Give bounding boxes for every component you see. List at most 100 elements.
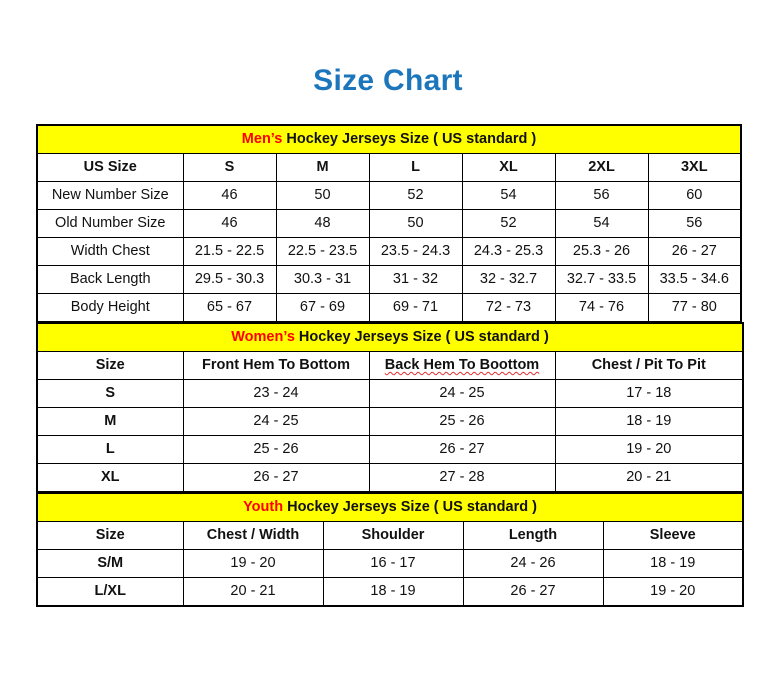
table-row: Old Number Size 46 48 50 52 54 56 [36, 209, 742, 238]
mens-cell-2-0: 21.5 - 22.5 [182, 237, 277, 266]
mens-size-table: Men’s Hockey Jerseys Size ( US standard … [36, 124, 743, 322]
youth-size-table: Youth Hockey Jerseys Size ( US standard … [36, 492, 745, 607]
womens-cell-2-1: 26 - 27 [368, 435, 556, 464]
womens-row-label-1: M [36, 407, 184, 436]
womens-col-header-2: Back Hem To Boottom [368, 351, 556, 380]
mens-cell-4-5: 77 - 80 [647, 293, 742, 322]
mens-cell-3-5: 33.5 - 34.6 [647, 265, 742, 294]
mens-col-header-3: L [368, 153, 463, 182]
mens-cell-0-4: 56 [554, 181, 649, 210]
mens-row-label-4: Body Height [36, 293, 184, 322]
mens-cell-4-0: 65 - 67 [182, 293, 277, 322]
mens-cell-2-2: 23.5 - 24.3 [368, 237, 463, 266]
mens-cell-0-3: 54 [461, 181, 556, 210]
youth-section-header-accent: Youth [243, 499, 284, 515]
table-row: Width Chest 21.5 - 22.5 22.5 - 23.5 23.5… [36, 237, 742, 266]
mens-cell-0-1: 50 [275, 181, 370, 210]
youth-cell-0-0: 19 - 20 [182, 549, 324, 578]
youth-cell-0-3: 18 - 19 [602, 549, 744, 578]
mens-cell-1-3: 52 [461, 209, 556, 238]
mens-section-header-accent: Men’s [241, 131, 283, 147]
womens-row-label-3: XL [36, 463, 184, 492]
table-row: New Number Size 46 50 52 54 56 60 [36, 181, 742, 210]
mens-row-label-2: Width Chest [36, 237, 184, 266]
table-row: S/M 19 - 20 16 - 17 24 - 26 18 - 19 [36, 549, 744, 578]
mens-col-header-5: 2XL [554, 153, 649, 182]
youth-cell-0-2: 24 - 26 [462, 549, 604, 578]
mens-cell-0-5: 60 [647, 181, 742, 210]
mens-cell-1-2: 50 [368, 209, 463, 238]
youth-cell-1-1: 18 - 19 [322, 577, 464, 607]
mens-cell-4-2: 69 - 71 [368, 293, 463, 322]
table-row: L/XL 20 - 21 18 - 19 26 - 27 19 - 20 [36, 577, 744, 607]
mens-cell-0-2: 52 [368, 181, 463, 210]
womens-cell-1-0: 24 - 25 [182, 407, 370, 436]
mens-cell-2-3: 24.3 - 25.3 [461, 237, 556, 266]
womens-cell-0-1: 24 - 25 [368, 379, 556, 408]
mens-cell-3-3: 32 - 32.7 [461, 265, 556, 294]
womens-cell-3-1: 27 - 28 [368, 463, 556, 492]
womens-col-header-3: Chest / Pit To Pit [554, 351, 744, 380]
table-row: Body Height 65 - 67 67 - 69 69 - 71 72 -… [36, 293, 742, 322]
mens-cell-1-5: 56 [647, 209, 742, 238]
table-header-row: Size Front Hem To Bottom Back Hem To Boo… [36, 351, 744, 380]
mens-col-header-0: US Size [36, 153, 184, 182]
womens-size-table: Women’s Hockey Jerseys Size ( US standar… [36, 322, 745, 492]
mens-col-header-4: XL [461, 153, 556, 182]
mens-cell-2-1: 22.5 - 23.5 [275, 237, 370, 266]
womens-section-header: Women’s Hockey Jerseys Size ( US standar… [36, 322, 744, 352]
youth-cell-1-0: 20 - 21 [182, 577, 324, 607]
table-row: M 24 - 25 25 - 26 18 - 19 [36, 407, 744, 436]
womens-cell-2-0: 25 - 26 [182, 435, 370, 464]
page-title: Size Chart [313, 64, 463, 97]
womens-cell-3-0: 26 - 27 [182, 463, 370, 492]
youth-col-header-0: Size [36, 521, 184, 550]
youth-section-header-rest: Hockey Jerseys Size ( US standard ) [283, 499, 537, 515]
youth-col-header-4: Sleeve [602, 521, 744, 550]
womens-col-header-0: Size [36, 351, 184, 380]
womens-section-header-rest: Hockey Jerseys Size ( US standard ) [294, 329, 549, 345]
womens-row-label-2: L [36, 435, 184, 464]
table-section-header-row: Youth Hockey Jerseys Size ( US standard … [36, 492, 744, 522]
womens-cell-1-2: 18 - 19 [554, 407, 744, 436]
womens-section-header-accent: Women’s [231, 329, 295, 345]
mens-cell-3-2: 31 - 32 [368, 265, 463, 294]
womens-row-label-0: S [36, 379, 184, 408]
womens-cell-0-0: 23 - 24 [182, 379, 370, 408]
womens-col-header-2-text: Back Hem To Boottom [384, 357, 540, 373]
youth-cell-1-2: 26 - 27 [462, 577, 604, 607]
mens-cell-4-3: 72 - 73 [461, 293, 556, 322]
mens-cell-2-4: 25.3 - 26 [554, 237, 649, 266]
youth-row-label-1: L/XL [36, 577, 184, 607]
mens-section-header: Men’s Hockey Jerseys Size ( US standard … [36, 124, 742, 154]
table-section-header-row: Men’s Hockey Jerseys Size ( US standard … [36, 124, 742, 154]
mens-col-header-1: S [182, 153, 277, 182]
youth-section-header: Youth Hockey Jerseys Size ( US standard … [36, 492, 744, 522]
womens-cell-0-2: 17 - 18 [554, 379, 744, 408]
table-row: L 25 - 26 26 - 27 19 - 20 [36, 435, 744, 464]
womens-cell-3-2: 20 - 21 [554, 463, 744, 492]
mens-row-label-3: Back Length [36, 265, 184, 294]
womens-col-header-1: Front Hem To Bottom [182, 351, 370, 380]
mens-cell-1-0: 46 [182, 209, 277, 238]
table-row: S 23 - 24 24 - 25 17 - 18 [36, 379, 744, 408]
table-section-header-row: Women’s Hockey Jerseys Size ( US standar… [36, 322, 744, 352]
youth-col-header-2: Shoulder [322, 521, 464, 550]
mens-row-label-0: New Number Size [36, 181, 184, 210]
youth-row-label-0: S/M [36, 549, 184, 578]
mens-cell-4-1: 67 - 69 [275, 293, 370, 322]
table-row: XL 26 - 27 27 - 28 20 - 21 [36, 463, 744, 492]
mens-cell-3-4: 32.7 - 33.5 [554, 265, 649, 294]
mens-row-label-1: Old Number Size [36, 209, 184, 238]
womens-cell-1-1: 25 - 26 [368, 407, 556, 436]
youth-col-header-3: Length [462, 521, 604, 550]
womens-cell-2-2: 19 - 20 [554, 435, 744, 464]
youth-cell-0-1: 16 - 17 [322, 549, 464, 578]
mens-col-header-6: 3XL [647, 153, 742, 182]
table-header-row: US Size S M L XL 2XL 3XL [36, 153, 742, 182]
mens-cell-3-0: 29.5 - 30.3 [182, 265, 277, 294]
youth-cell-1-3: 19 - 20 [602, 577, 744, 607]
mens-cell-2-5: 26 - 27 [647, 237, 742, 266]
mens-cell-4-4: 74 - 76 [554, 293, 649, 322]
